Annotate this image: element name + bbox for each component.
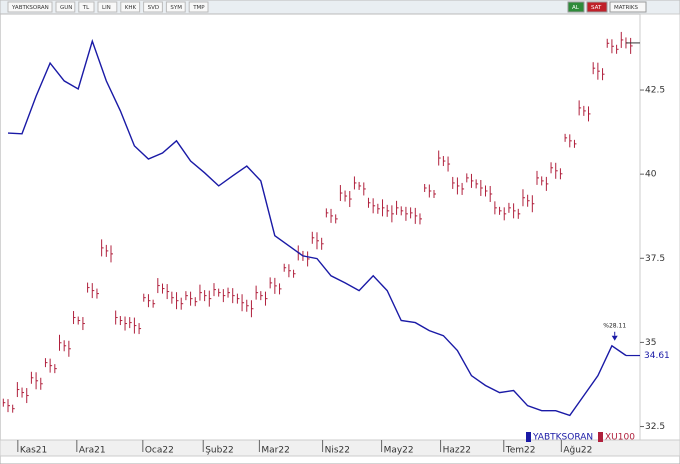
x-tick-label: Kas21 [20, 446, 47, 456]
toolbar-button[interactable] [55, 1, 76, 13]
toolbar-label: YABTKSORAN [11, 5, 49, 11]
x-tick-label: Oca22 [145, 446, 174, 456]
line-series [7, 38, 627, 417]
toolbar-button[interactable] [567, 1, 585, 13]
toolbar-label: TMP [192, 5, 205, 11]
right-axis-panel [639, 13, 680, 441]
x-tick-label: May22 [384, 446, 414, 456]
x-tick-label: Ara21 [79, 446, 106, 456]
toolbar-button[interactable] [120, 1, 141, 13]
annotation: %28.11 [603, 322, 626, 329]
toolbar-button[interactable] [188, 1, 209, 13]
toolbar-label: LIN [102, 5, 111, 11]
legend-label: YABTKSORAN [532, 433, 593, 443]
x-tick-label: Ağu22 [563, 446, 592, 456]
toolbar-label: KHK [125, 5, 137, 11]
y-tick-label: 35 [645, 338, 656, 348]
toolbar-button[interactable] [7, 1, 53, 13]
toolbar-label: AL [572, 5, 580, 11]
y-tick-label: 40 [645, 170, 657, 180]
y-tick-label: 37.5 [645, 254, 665, 264]
toolbar-button[interactable] [97, 1, 118, 13]
toolbar-label: SVD [148, 5, 160, 11]
y-tick-label: 32.5 [645, 422, 665, 432]
toolbar-button[interactable] [143, 1, 163, 13]
toolbar-button[interactable] [165, 1, 186, 13]
bottom-axis-panel [0, 439, 680, 457]
x-tick-label: Haz22 [443, 446, 471, 456]
x-tick-label: Mar22 [261, 446, 289, 456]
annotation-arrow [611, 335, 618, 341]
legend-swatch [526, 432, 531, 442]
y-tick-label: 42.5 [645, 86, 665, 96]
legend-label: XU100 [605, 433, 635, 443]
last-value-label: 34.61 [644, 351, 670, 361]
toolbar-button[interactable] [78, 1, 95, 13]
toolbar-button[interactable] [609, 1, 647, 13]
x-tick-label: Tem22 [505, 446, 536, 456]
x-tick-label: Nis22 [325, 446, 350, 456]
legend-swatch [598, 432, 603, 442]
toolbar-label: SAT [591, 5, 602, 11]
toolbar-button[interactable] [586, 1, 608, 13]
toolbar-label: GUN [60, 5, 72, 11]
x-tick-label: Şub22 [205, 446, 234, 456]
toolbar-label: TL [82, 5, 90, 11]
toolbar-label: SYM [170, 5, 182, 11]
toolbar-label: MATRIKS [614, 5, 638, 11]
